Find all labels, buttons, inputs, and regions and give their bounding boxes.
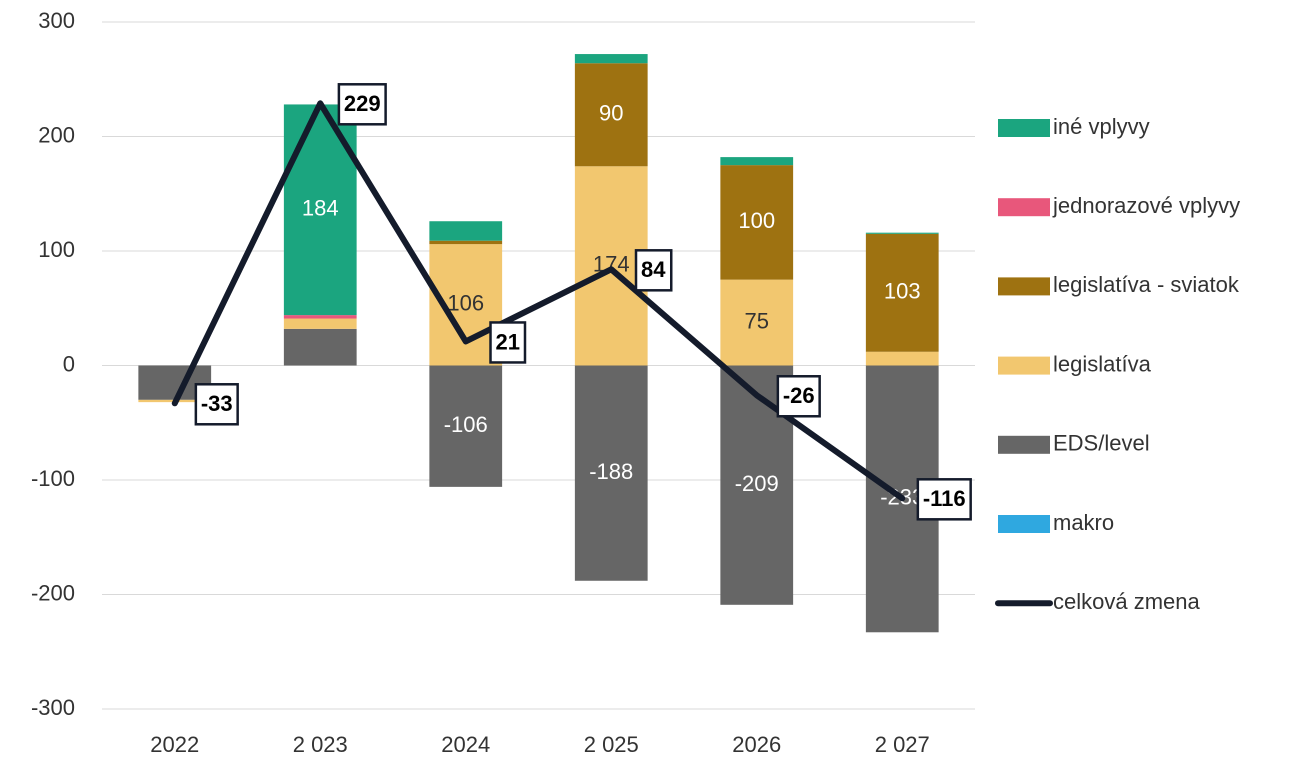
y-tick-label: 0 — [63, 351, 75, 376]
legend-label: iné vplyvy — [1053, 114, 1150, 139]
bar-segment — [720, 165, 794, 280]
bar-segment — [574, 54, 648, 64]
bar-segment — [720, 157, 794, 166]
data-label: -188 — [589, 459, 633, 484]
data-label: -106 — [444, 412, 488, 437]
legend-marker — [998, 435, 1050, 454]
legend-label: makro — [1053, 510, 1114, 535]
legend-label: EDS/level — [1053, 431, 1150, 456]
line-label: -116 — [916, 478, 972, 521]
x-tick-label: 2022 — [150, 732, 199, 757]
data-label: 21 — [496, 329, 520, 354]
line-label: 84 — [634, 249, 673, 292]
label-box — [194, 383, 239, 426]
legend-marker — [998, 119, 1050, 137]
legend-marker — [998, 277, 1050, 296]
legend-label: celková zmena — [1053, 589, 1201, 614]
legend-marker — [998, 515, 1050, 533]
label-box — [776, 375, 821, 418]
bar-segment — [865, 351, 939, 366]
line-label: 21 — [489, 321, 527, 364]
bar-segment — [574, 63, 648, 167]
label-box — [634, 249, 673, 292]
y-tick-label: 200 — [38, 122, 75, 147]
data-label: -33 — [201, 391, 233, 416]
label-box — [337, 83, 387, 126]
label-box — [489, 321, 527, 364]
x-tick-label: 2 025 — [584, 732, 639, 757]
y-tick-label: 300 — [38, 8, 75, 33]
data-label: 90 — [599, 101, 623, 126]
data-label: 106 — [447, 291, 484, 316]
data-label: 100 — [738, 208, 775, 233]
line-label: -26 — [776, 375, 821, 418]
y-tick-label: -200 — [31, 580, 75, 605]
bar-segment — [283, 318, 357, 329]
x-tick-label: 2 023 — [293, 732, 348, 757]
data-label: -116 — [923, 486, 966, 511]
bar-segment — [720, 279, 794, 366]
bar-segment — [283, 328, 357, 366]
legend-marker — [998, 356, 1050, 375]
legend-label: legislatíva - sviatok — [1053, 272, 1240, 297]
x-tick-label: 2024 — [441, 732, 490, 757]
data-label: 84 — [641, 257, 666, 282]
line-label: 229 — [337, 83, 387, 126]
bar-segment — [429, 221, 503, 241]
x-tick-label: 2 027 — [875, 732, 930, 757]
data-label: 184 — [302, 196, 339, 221]
y-tick-label: -300 — [31, 695, 75, 720]
data-label: 103 — [884, 279, 921, 304]
bar-segment — [865, 233, 939, 352]
bar-segment — [429, 240, 503, 245]
bar-segment — [865, 232, 939, 234]
data-label: -26 — [783, 383, 815, 408]
line-label: -33 — [194, 383, 239, 426]
bar-segment — [574, 365, 648, 581]
bar-segment — [429, 365, 503, 487]
data-label: 75 — [745, 308, 769, 333]
y-tick-label: -100 — [31, 466, 75, 491]
bar-segment — [283, 315, 357, 319]
legend-label: jednorazové vplyvy — [1052, 193, 1240, 218]
data-label: -209 — [735, 471, 779, 496]
y-tick-label: 100 — [38, 237, 75, 262]
label-box — [916, 478, 972, 521]
data-label: 229 — [344, 91, 381, 116]
x-tick-label: 2026 — [732, 732, 781, 757]
legend-label: legislatíva — [1053, 351, 1152, 376]
legend-marker — [998, 198, 1050, 217]
